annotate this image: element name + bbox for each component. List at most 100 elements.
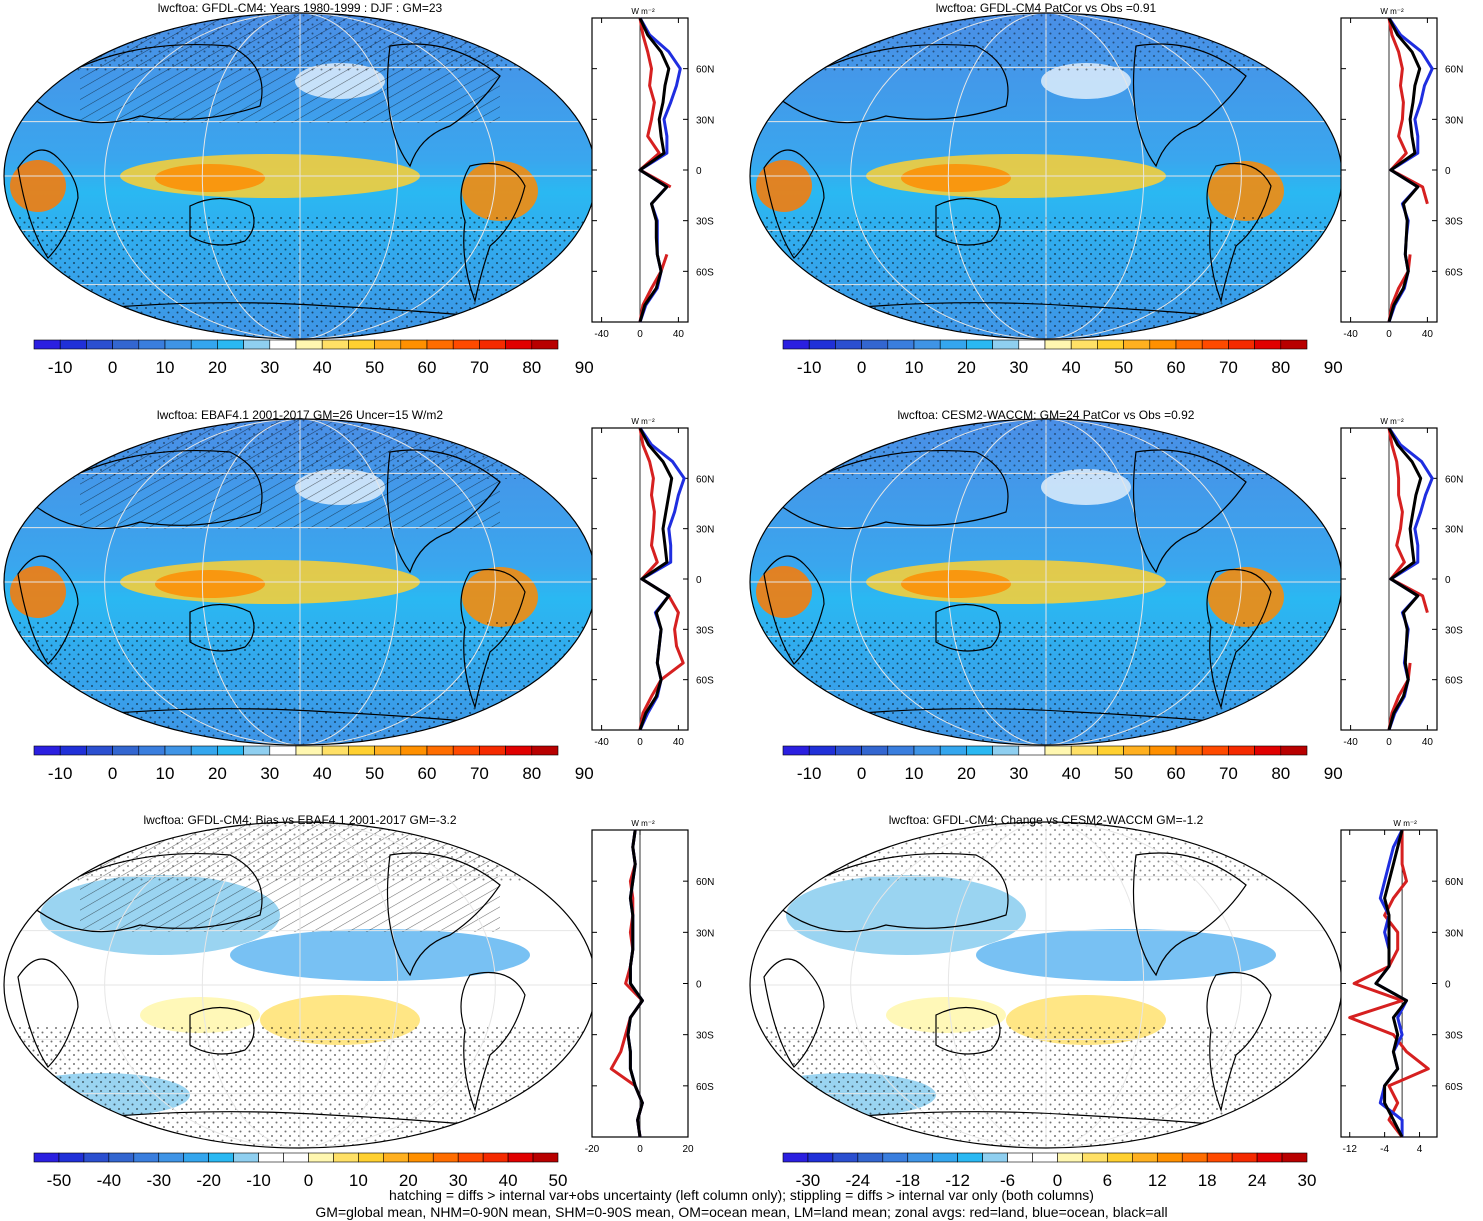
y-tick-label: 60N xyxy=(1445,65,1463,76)
unit-label: W m⁻² xyxy=(631,819,655,828)
colorbar-swatch xyxy=(913,339,941,350)
x-tick-label: 40 xyxy=(673,329,685,340)
amazon-convection xyxy=(1208,567,1284,627)
colorbar-swatch xyxy=(83,1152,110,1163)
coastline-australia xyxy=(189,603,255,652)
amazon-convection xyxy=(462,567,538,627)
meridian-line xyxy=(104,419,496,745)
colorbar-swatch xyxy=(432,1152,459,1163)
colorbar-swatch xyxy=(383,1152,409,1163)
colorbar-label: 0 xyxy=(857,764,866,783)
colorbar: -50 -40 -30 -20 -10 0 10 20 30 40 50 xyxy=(33,1152,567,1190)
colorbar-label: -10 xyxy=(48,358,73,377)
colorbar-swatch xyxy=(505,339,533,350)
panel-title: lwcftoa: GFDL-CM4: Bias vs EBAF4.1 2001-… xyxy=(143,813,456,827)
y-tick-label: 30N xyxy=(696,115,714,126)
colorbar-swatch xyxy=(138,745,166,756)
coastline-north-america xyxy=(1132,43,1247,168)
x-tick-label: 0 xyxy=(1386,737,1392,748)
map-panel-5: lwcftoa: GFDL-CM4: Bias vs EBAF4.1 2001-… xyxy=(3,813,597,1190)
colorbar-label: 30 xyxy=(449,1171,468,1190)
y-tick-label: 60N xyxy=(1445,877,1463,888)
positive-anomaly xyxy=(140,997,260,1033)
colorbar-swatch xyxy=(782,745,810,756)
colorbar-swatch xyxy=(400,339,428,350)
colorbar-label: -6 xyxy=(1000,1171,1015,1190)
y-tick-label: 60N xyxy=(1445,474,1463,485)
coastline-north-america xyxy=(386,449,501,574)
y-tick-label: 60S xyxy=(1445,267,1463,278)
colorbar-swatch xyxy=(308,1152,334,1163)
colorbar-swatch xyxy=(966,745,993,756)
colorbar-swatch xyxy=(208,1152,234,1163)
map-panel-2: lwcftoa: GFDL-CM4 PatCor vs Obs =0.91 -10… xyxy=(749,1,1343,377)
colorbar-swatch xyxy=(1032,1152,1058,1163)
colorbar-label: 40 xyxy=(1062,358,1081,377)
meridian-line xyxy=(201,13,399,339)
colorbar-swatch xyxy=(283,1152,309,1163)
colorbar-swatch xyxy=(86,339,113,350)
colorbar-swatch xyxy=(457,1152,484,1163)
colorbar-swatch xyxy=(133,1152,160,1163)
colorbar-label: 40 xyxy=(499,1171,518,1190)
colorbar-label: 20 xyxy=(957,764,976,783)
colorbar-swatch xyxy=(1175,339,1203,350)
coastline-south-america xyxy=(1206,162,1272,304)
colorbar-label: 80 xyxy=(522,358,541,377)
x-tick-label: -40 xyxy=(1343,329,1358,340)
colorbar-swatch xyxy=(1254,745,1282,756)
series-all xyxy=(626,829,644,1138)
zonal-profile-5: -20 0 20 60N 30N 0 30S 60S W m⁻² xyxy=(585,819,715,1155)
colorbar-swatch xyxy=(913,745,941,756)
colorbar-label: 60 xyxy=(418,358,437,377)
coastline-south-america xyxy=(460,568,526,710)
colorbar-swatch xyxy=(426,339,454,350)
colorbar-label: 90 xyxy=(575,764,594,783)
y-tick-label: 0 xyxy=(696,980,702,991)
coastline-eurasia xyxy=(29,852,263,933)
colorbar-swatch xyxy=(59,339,87,350)
colorbar-label: 90 xyxy=(1324,358,1343,377)
coastline-australia xyxy=(189,197,255,246)
meridian-line xyxy=(201,419,399,745)
colorbar-label: 18 xyxy=(1198,1171,1217,1190)
coastline-africa xyxy=(763,555,825,665)
series-all xyxy=(1387,427,1423,731)
colorbar-swatch xyxy=(374,339,402,350)
y-tick-label: 0 xyxy=(696,575,702,586)
y-tick-label: 60N xyxy=(696,877,714,888)
x-tick-label: 0 xyxy=(637,1144,643,1155)
colorbar-label: 70 xyxy=(470,764,489,783)
coastline-africa xyxy=(17,149,79,259)
map-panel-1: lwcftoa: GFDL-CM4: Years 1980-1999 : DJF… xyxy=(3,1,597,377)
colorbar-swatch xyxy=(58,1152,85,1163)
x-tick-label: 0 xyxy=(637,329,643,340)
colorbar-swatch xyxy=(861,339,889,350)
coastline-north-america xyxy=(386,852,501,977)
colorbar-label: 10 xyxy=(349,1171,368,1190)
y-tick-label: 0 xyxy=(1445,980,1451,991)
colorbar-swatch xyxy=(482,1152,509,1163)
colorbar-label: 90 xyxy=(575,358,594,377)
colorbar-label: 80 xyxy=(1271,358,1290,377)
colorbar-label: 30 xyxy=(1009,764,1028,783)
panel-title: lwcftoa: GFDL-CM4 PatCor vs Obs =0.91 xyxy=(936,1,1157,15)
colorbar-swatch xyxy=(1123,745,1151,756)
colorbar-label: -24 xyxy=(846,1171,871,1190)
colorbar-swatch xyxy=(269,339,297,350)
colorbar-swatch xyxy=(807,1152,834,1163)
colorbar-label: 30 xyxy=(260,764,279,783)
colorbar-swatch xyxy=(1057,1152,1083,1163)
colorbar-swatch xyxy=(1231,1152,1258,1163)
colorbar-swatch xyxy=(832,1152,859,1163)
meridian-line xyxy=(850,822,1242,1148)
colorbar-swatch xyxy=(1254,339,1282,350)
coastline-north-america xyxy=(1132,852,1247,977)
y-tick-label: 0 xyxy=(1445,166,1451,177)
colorbar-label: 0 xyxy=(857,358,866,377)
unit-label: W m⁻² xyxy=(1380,417,1404,426)
negative-anomaly xyxy=(976,929,1276,981)
zonal-profile-2: -40 0 40 60N 30N 0 30S 60S W m⁻² xyxy=(1340,7,1463,340)
zonal-profile-4: -40 0 40 60N 30N 0 30S 60S W m⁻² xyxy=(1340,417,1463,748)
